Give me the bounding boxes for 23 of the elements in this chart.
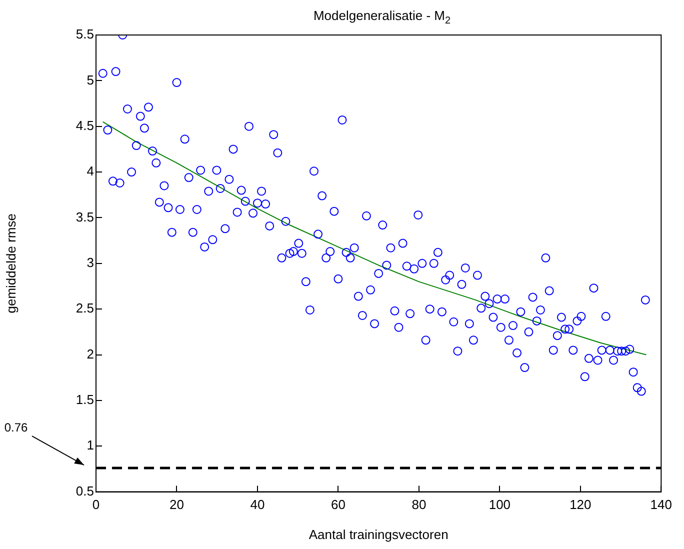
y-tick-label: 5 bbox=[86, 72, 94, 88]
y-axis-title: gemiddelde rmse bbox=[3, 214, 18, 314]
x-tick-label: 0 bbox=[92, 497, 100, 512]
y-tick-label: 5.5 bbox=[76, 26, 94, 42]
y-tick-label: 2.5 bbox=[76, 300, 94, 316]
x-tick-label: 60 bbox=[330, 497, 346, 512]
y-tick-label: 3.5 bbox=[76, 209, 94, 224]
y-tick-label: 3 bbox=[86, 254, 94, 270]
x-axis-title: Aantal trainingsvectoren bbox=[308, 526, 448, 542]
y-tick-label: 2 bbox=[86, 346, 94, 362]
x-tick-label: 120 bbox=[570, 497, 592, 512]
chart-title: Modelgeneralisatie - M$_{2}$ bbox=[312, 8, 452, 27]
ref-line-label: 0.76 bbox=[4, 420, 28, 434]
y-tick-label: 0.5 bbox=[76, 483, 94, 498]
x-tick-label: 80 bbox=[412, 497, 426, 512]
x-tick-label: 20 bbox=[170, 497, 184, 512]
y-tick-label: 4.5 bbox=[76, 118, 94, 133]
x-tick-label: 40 bbox=[250, 497, 265, 512]
x-tick-label: 140 bbox=[650, 497, 672, 512]
y-tick-label: 1.5 bbox=[76, 392, 94, 408]
y-tick-label: 4 bbox=[86, 164, 94, 179]
y-tick-label: 1 bbox=[86, 438, 94, 453]
x-tick-label: 100 bbox=[488, 497, 511, 512]
